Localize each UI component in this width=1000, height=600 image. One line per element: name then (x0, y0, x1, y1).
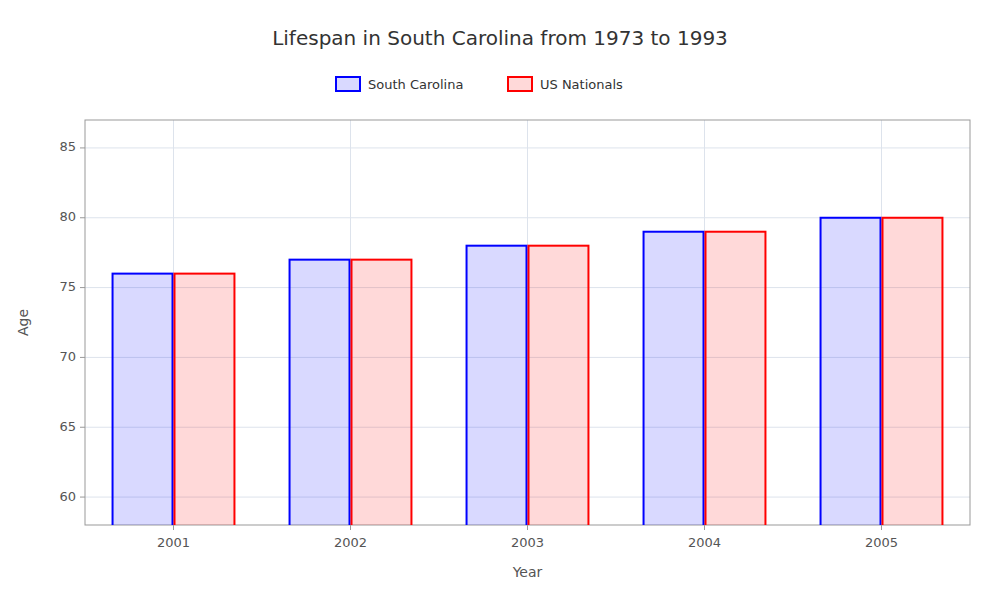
x-tick-label: 2001 (157, 535, 190, 550)
x-tick (881, 525, 882, 530)
legend: South Carolina US Nationals (336, 77, 623, 92)
y-axis-label: Age (15, 309, 31, 336)
y-tick-label: 80 (59, 209, 76, 224)
bar (113, 274, 173, 525)
chart-container: 60 65 70 75 80 85 2001 2002 2003 2004 2005 Year Age L… (0, 0, 1000, 600)
chart-svg: 60 65 70 75 80 85 2001 2002 2003 2004 2005 Year Age L… (0, 0, 1000, 600)
x-axis-label: Year (512, 564, 543, 580)
bar (644, 232, 704, 525)
bar (467, 246, 527, 525)
y-tick-label: 75 (59, 279, 76, 294)
bar (529, 246, 589, 525)
x-tick (704, 525, 705, 530)
legend-label: South Carolina (368, 77, 463, 92)
legend-label: US Nationals (540, 77, 623, 92)
bar (290, 260, 350, 525)
y-tick (80, 287, 85, 288)
y-tick (80, 147, 85, 148)
bar (821, 218, 881, 525)
y-tick (80, 427, 85, 428)
x-tick (350, 525, 351, 530)
legend-swatch (336, 77, 360, 91)
bar (175, 274, 235, 525)
bar (883, 218, 943, 525)
page: {"chart_data": {"type": "bar", "title": … (0, 0, 1000, 600)
title: Lifespan in South Carolina from 1973 to … (272, 26, 728, 50)
y-tick (80, 357, 85, 358)
x-tick-label: 2005 (865, 535, 898, 550)
y-tick (80, 497, 85, 498)
y-axis: 60 65 70 75 80 85 (59, 139, 85, 503)
y-tick-label: 65 (59, 419, 76, 434)
bars (113, 218, 943, 525)
x-tick-label: 2002 (334, 535, 367, 550)
x-tick-label: 2004 (688, 535, 721, 550)
y-tick-label: 70 (59, 349, 76, 364)
legend-swatch (508, 77, 532, 91)
bar (352, 260, 412, 525)
x-axis: 2001 2002 2003 2004 2005 (157, 525, 898, 550)
x-tick-label: 2003 (511, 535, 544, 550)
y-tick-label: 85 (59, 139, 76, 154)
y-tick (80, 217, 85, 218)
bar (706, 232, 766, 525)
y-tick-label: 60 (59, 489, 76, 504)
x-tick (527, 525, 528, 530)
x-tick (173, 525, 174, 530)
